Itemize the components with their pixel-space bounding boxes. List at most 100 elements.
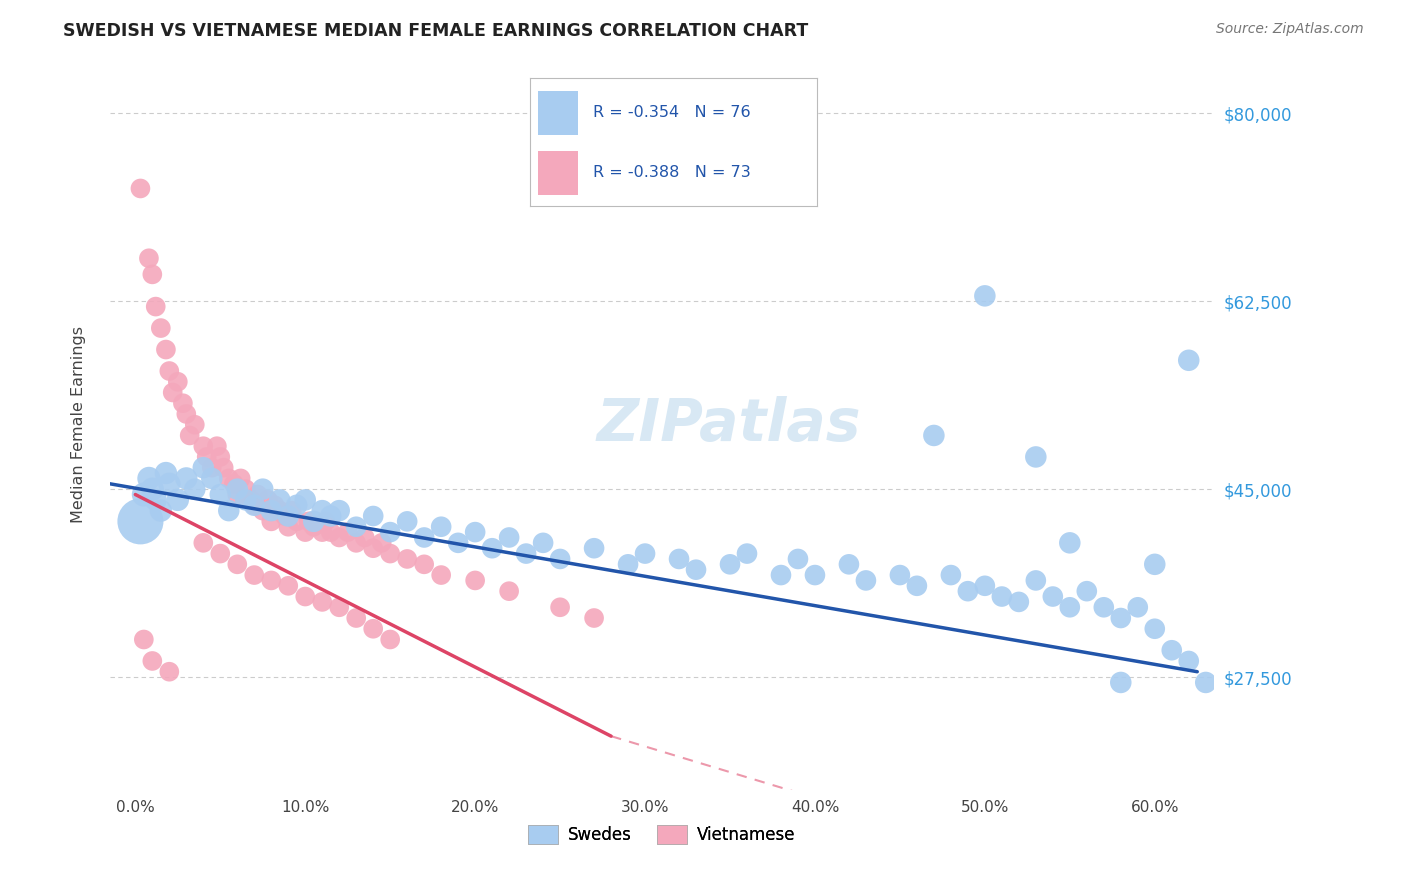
Point xyxy=(315,514,337,528)
Point xyxy=(498,584,520,599)
Point xyxy=(956,584,979,599)
Point xyxy=(380,632,402,647)
Point xyxy=(939,568,962,582)
Point xyxy=(235,482,257,496)
Point xyxy=(269,503,291,517)
Point xyxy=(583,541,606,556)
Point xyxy=(269,492,291,507)
Point xyxy=(257,492,280,507)
Point xyxy=(298,514,321,528)
Point xyxy=(294,492,316,507)
Point xyxy=(145,300,167,314)
Point xyxy=(141,268,163,282)
Point xyxy=(138,252,160,266)
Point xyxy=(1195,675,1218,690)
Point xyxy=(973,289,995,303)
Point xyxy=(201,460,224,475)
Point xyxy=(277,579,299,593)
Point xyxy=(1025,574,1047,588)
Point xyxy=(498,531,520,545)
Point xyxy=(176,407,198,421)
Point xyxy=(222,476,245,491)
Point xyxy=(548,552,571,566)
Point xyxy=(166,375,188,389)
Point xyxy=(246,487,269,501)
Point xyxy=(129,181,152,195)
Point xyxy=(769,568,792,582)
Point xyxy=(353,531,375,545)
Point xyxy=(243,498,266,512)
Point xyxy=(260,514,283,528)
Point xyxy=(285,514,308,528)
Point xyxy=(195,450,218,464)
Point xyxy=(430,520,453,534)
Point xyxy=(129,514,152,528)
Point xyxy=(274,508,297,523)
Point xyxy=(201,471,224,485)
Point xyxy=(447,536,470,550)
Text: SWEDISH VS VIETNAMESE MEDIAN FEMALE EARNINGS CORRELATION CHART: SWEDISH VS VIETNAMESE MEDIAN FEMALE EARN… xyxy=(63,22,808,40)
Point xyxy=(252,482,274,496)
Point xyxy=(838,558,860,572)
Point xyxy=(481,541,503,556)
Point xyxy=(1042,590,1064,604)
Point xyxy=(548,600,571,615)
Point xyxy=(396,552,419,566)
Point xyxy=(319,508,342,523)
Point xyxy=(1126,600,1149,615)
Point xyxy=(263,498,285,512)
Point xyxy=(184,417,207,432)
Point xyxy=(243,568,266,582)
Point xyxy=(1177,353,1199,368)
Point xyxy=(260,503,283,517)
Point xyxy=(328,531,350,545)
Point xyxy=(209,450,232,464)
Point xyxy=(413,558,436,572)
Point xyxy=(205,439,228,453)
Point xyxy=(380,525,402,540)
Point xyxy=(1059,600,1081,615)
Point xyxy=(235,492,257,507)
Point xyxy=(634,547,657,561)
Point xyxy=(157,364,180,378)
Point xyxy=(157,665,180,679)
Point xyxy=(149,503,172,517)
Point xyxy=(735,547,758,561)
Point xyxy=(226,558,249,572)
Point xyxy=(209,547,232,561)
Point xyxy=(380,547,402,561)
Point xyxy=(685,563,707,577)
Point xyxy=(155,466,177,480)
Point xyxy=(209,487,232,501)
Point xyxy=(1109,675,1132,690)
Point xyxy=(855,574,877,588)
Point xyxy=(166,492,188,507)
Point xyxy=(991,590,1014,604)
Point xyxy=(193,536,215,550)
Point xyxy=(922,428,945,442)
Point xyxy=(1143,622,1166,636)
Point xyxy=(617,558,640,572)
Point xyxy=(294,525,316,540)
Point xyxy=(328,600,350,615)
Point xyxy=(184,482,207,496)
Point xyxy=(212,460,235,475)
Point xyxy=(344,536,367,550)
Point xyxy=(243,498,266,512)
Point xyxy=(226,487,249,501)
Point xyxy=(218,471,240,485)
Point xyxy=(311,525,333,540)
Point xyxy=(413,531,436,545)
Point xyxy=(239,492,262,507)
Point xyxy=(905,579,928,593)
Point xyxy=(311,595,333,609)
Point xyxy=(1160,643,1182,657)
Point xyxy=(1177,654,1199,668)
Point xyxy=(280,503,302,517)
Point xyxy=(162,385,184,400)
Point xyxy=(155,343,177,357)
Point xyxy=(285,498,308,512)
Point xyxy=(668,552,690,566)
Point xyxy=(179,428,201,442)
Point xyxy=(430,568,453,582)
